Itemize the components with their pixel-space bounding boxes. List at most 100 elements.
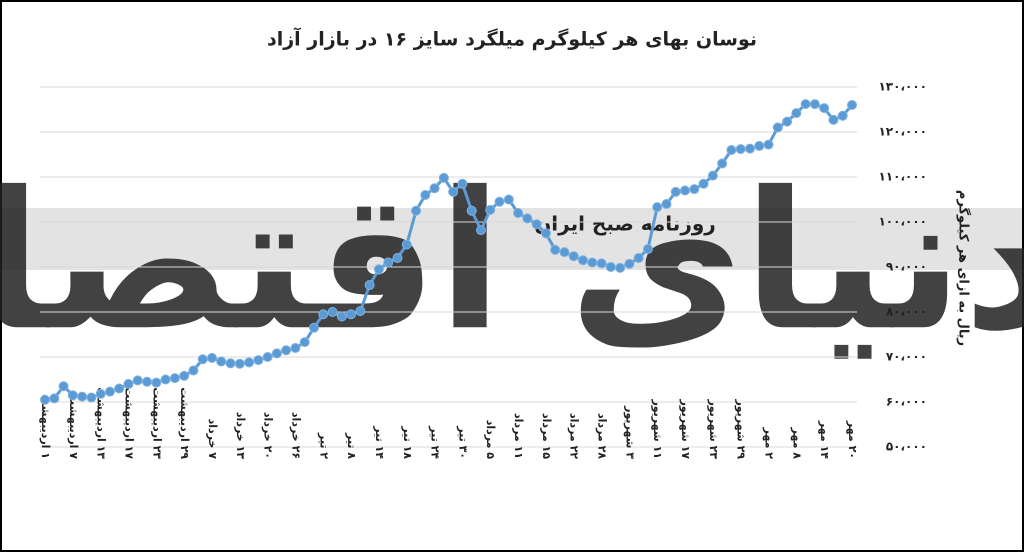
- data-point: [494, 196, 505, 207]
- data-point: [151, 377, 162, 388]
- y-tick-label: ۶۰،۰۰۰: [886, 395, 927, 409]
- x-tick-label: ۲۶ خرداد: [289, 412, 302, 459]
- x-tick-label: ۱۵ مرداد: [540, 413, 553, 459]
- data-point: [568, 251, 579, 262]
- data-point: [392, 253, 403, 263]
- data-point: [262, 352, 273, 362]
- data-point: [735, 144, 746, 155]
- data-point: [503, 194, 514, 205]
- data-point: [698, 178, 709, 189]
- watermark-layer: دنیای اقتصاد روزنامه صبح ایران: [0, 151, 1024, 372]
- data-point: [206, 352, 217, 363]
- y-tick-label: ۱۳۰،۰۰۰: [878, 80, 927, 94]
- x-tick-label: ۲۸ مرداد: [596, 413, 609, 459]
- data-point: [763, 139, 774, 150]
- data-point: [373, 264, 384, 275]
- data-point: [234, 358, 245, 369]
- data-point: [559, 247, 570, 258]
- data-point: [819, 103, 830, 114]
- data-point: [680, 185, 691, 196]
- data-point: [420, 190, 431, 200]
- data-point: [513, 208, 524, 218]
- data-point: [791, 108, 802, 119]
- data-point: [142, 376, 153, 387]
- data-point: [466, 205, 477, 216]
- y-axis-title: ریال به ازای هر کیلوگرم: [956, 190, 972, 346]
- x-tick-label: ۵ مرداد: [484, 420, 497, 460]
- data-point: [49, 393, 60, 404]
- data-point: [578, 255, 588, 266]
- x-tick-label: ۱۳ اردیبهشت: [95, 387, 108, 459]
- data-point: [485, 204, 496, 215]
- x-tick-label: ۱۴ مهر: [818, 420, 831, 459]
- data-point: [58, 381, 69, 392]
- data-point: [531, 219, 542, 230]
- watermark-band: [2, 208, 1022, 270]
- chart-title: نوسان بهای هر کیلوگرم میلگرد سایز ۱۶ در …: [267, 27, 757, 51]
- y-tick-label: ۷۰،۰۰۰: [886, 350, 927, 364]
- x-tick-label: ۲۲ مرداد: [568, 413, 581, 459]
- data-point: [689, 184, 700, 195]
- x-tick-label: ۱۸ تیر: [401, 425, 414, 459]
- data-point: [429, 183, 440, 194]
- data-point: [661, 199, 672, 209]
- data-point: [253, 355, 264, 366]
- y-tick-label: ۹۰،۰۰۰: [886, 260, 927, 274]
- data-point: [225, 358, 236, 369]
- watermark-text: روزنامه صبح ایران: [534, 212, 716, 236]
- data-point: [615, 262, 626, 273]
- data-point: [624, 258, 635, 269]
- data-point: [271, 348, 282, 359]
- data-point: [670, 186, 681, 197]
- data-point: [707, 170, 718, 181]
- data-point: [587, 257, 598, 268]
- x-tick-label: ۷ خرداد: [206, 419, 219, 460]
- watermark-logo: دنیای اقتصاد: [0, 151, 1024, 372]
- data-point: [754, 140, 765, 151]
- data-point: [327, 307, 338, 317]
- data-point: [290, 343, 301, 353]
- x-tick-label: ۲۳ اردیبهشت: [150, 387, 163, 459]
- data-point: [114, 383, 125, 394]
- data-point: [772, 122, 783, 133]
- data-point: [847, 100, 857, 110]
- data-point: [726, 145, 737, 155]
- data-point: [318, 309, 329, 320]
- data-point: [104, 386, 115, 397]
- data-point: [197, 354, 208, 365]
- data-point: [837, 110, 848, 121]
- data-point: [86, 392, 97, 403]
- x-tick-label: ۲۹ اردیبهشت: [178, 387, 191, 459]
- data-point: [438, 172, 449, 183]
- data-point: [123, 379, 134, 389]
- data-point: [299, 337, 310, 348]
- x-tick-label: ۸ تیر: [345, 432, 358, 459]
- x-tick-label: ۲ مهر: [763, 427, 776, 460]
- data-point: [281, 345, 292, 356]
- data-point: [383, 257, 394, 268]
- data-point: [309, 322, 319, 333]
- x-tick-label: ۱۷ شهریور: [679, 398, 692, 459]
- data-point: [448, 186, 459, 197]
- data-point: [179, 370, 190, 381]
- x-tick-label: ۱۱ شهریور: [651, 398, 664, 459]
- data-point: [782, 116, 793, 127]
- x-tick-label: ۳ شهریور: [623, 405, 636, 459]
- data-point: [40, 394, 50, 405]
- x-tick-label: ۳۰ تیر: [456, 425, 469, 459]
- x-tick-label: ۱۳ خرداد: [234, 412, 247, 459]
- y-tick-label: ۱۰۰،۰۰۰: [878, 215, 927, 229]
- data-point: [132, 375, 143, 386]
- data-point: [457, 178, 468, 189]
- x-tick-label: ۸ مهر: [790, 427, 803, 460]
- y-tick-label: ۱۲۰،۰۰۰: [878, 125, 927, 139]
- data-point: [244, 357, 255, 368]
- data-point: [540, 228, 551, 239]
- data-point: [336, 311, 347, 322]
- data-point: [346, 309, 357, 320]
- x-tick-label: ۱۱ مرداد: [512, 413, 525, 459]
- x-tick-label: ۲ تیر: [317, 432, 330, 459]
- data-point: [633, 253, 644, 263]
